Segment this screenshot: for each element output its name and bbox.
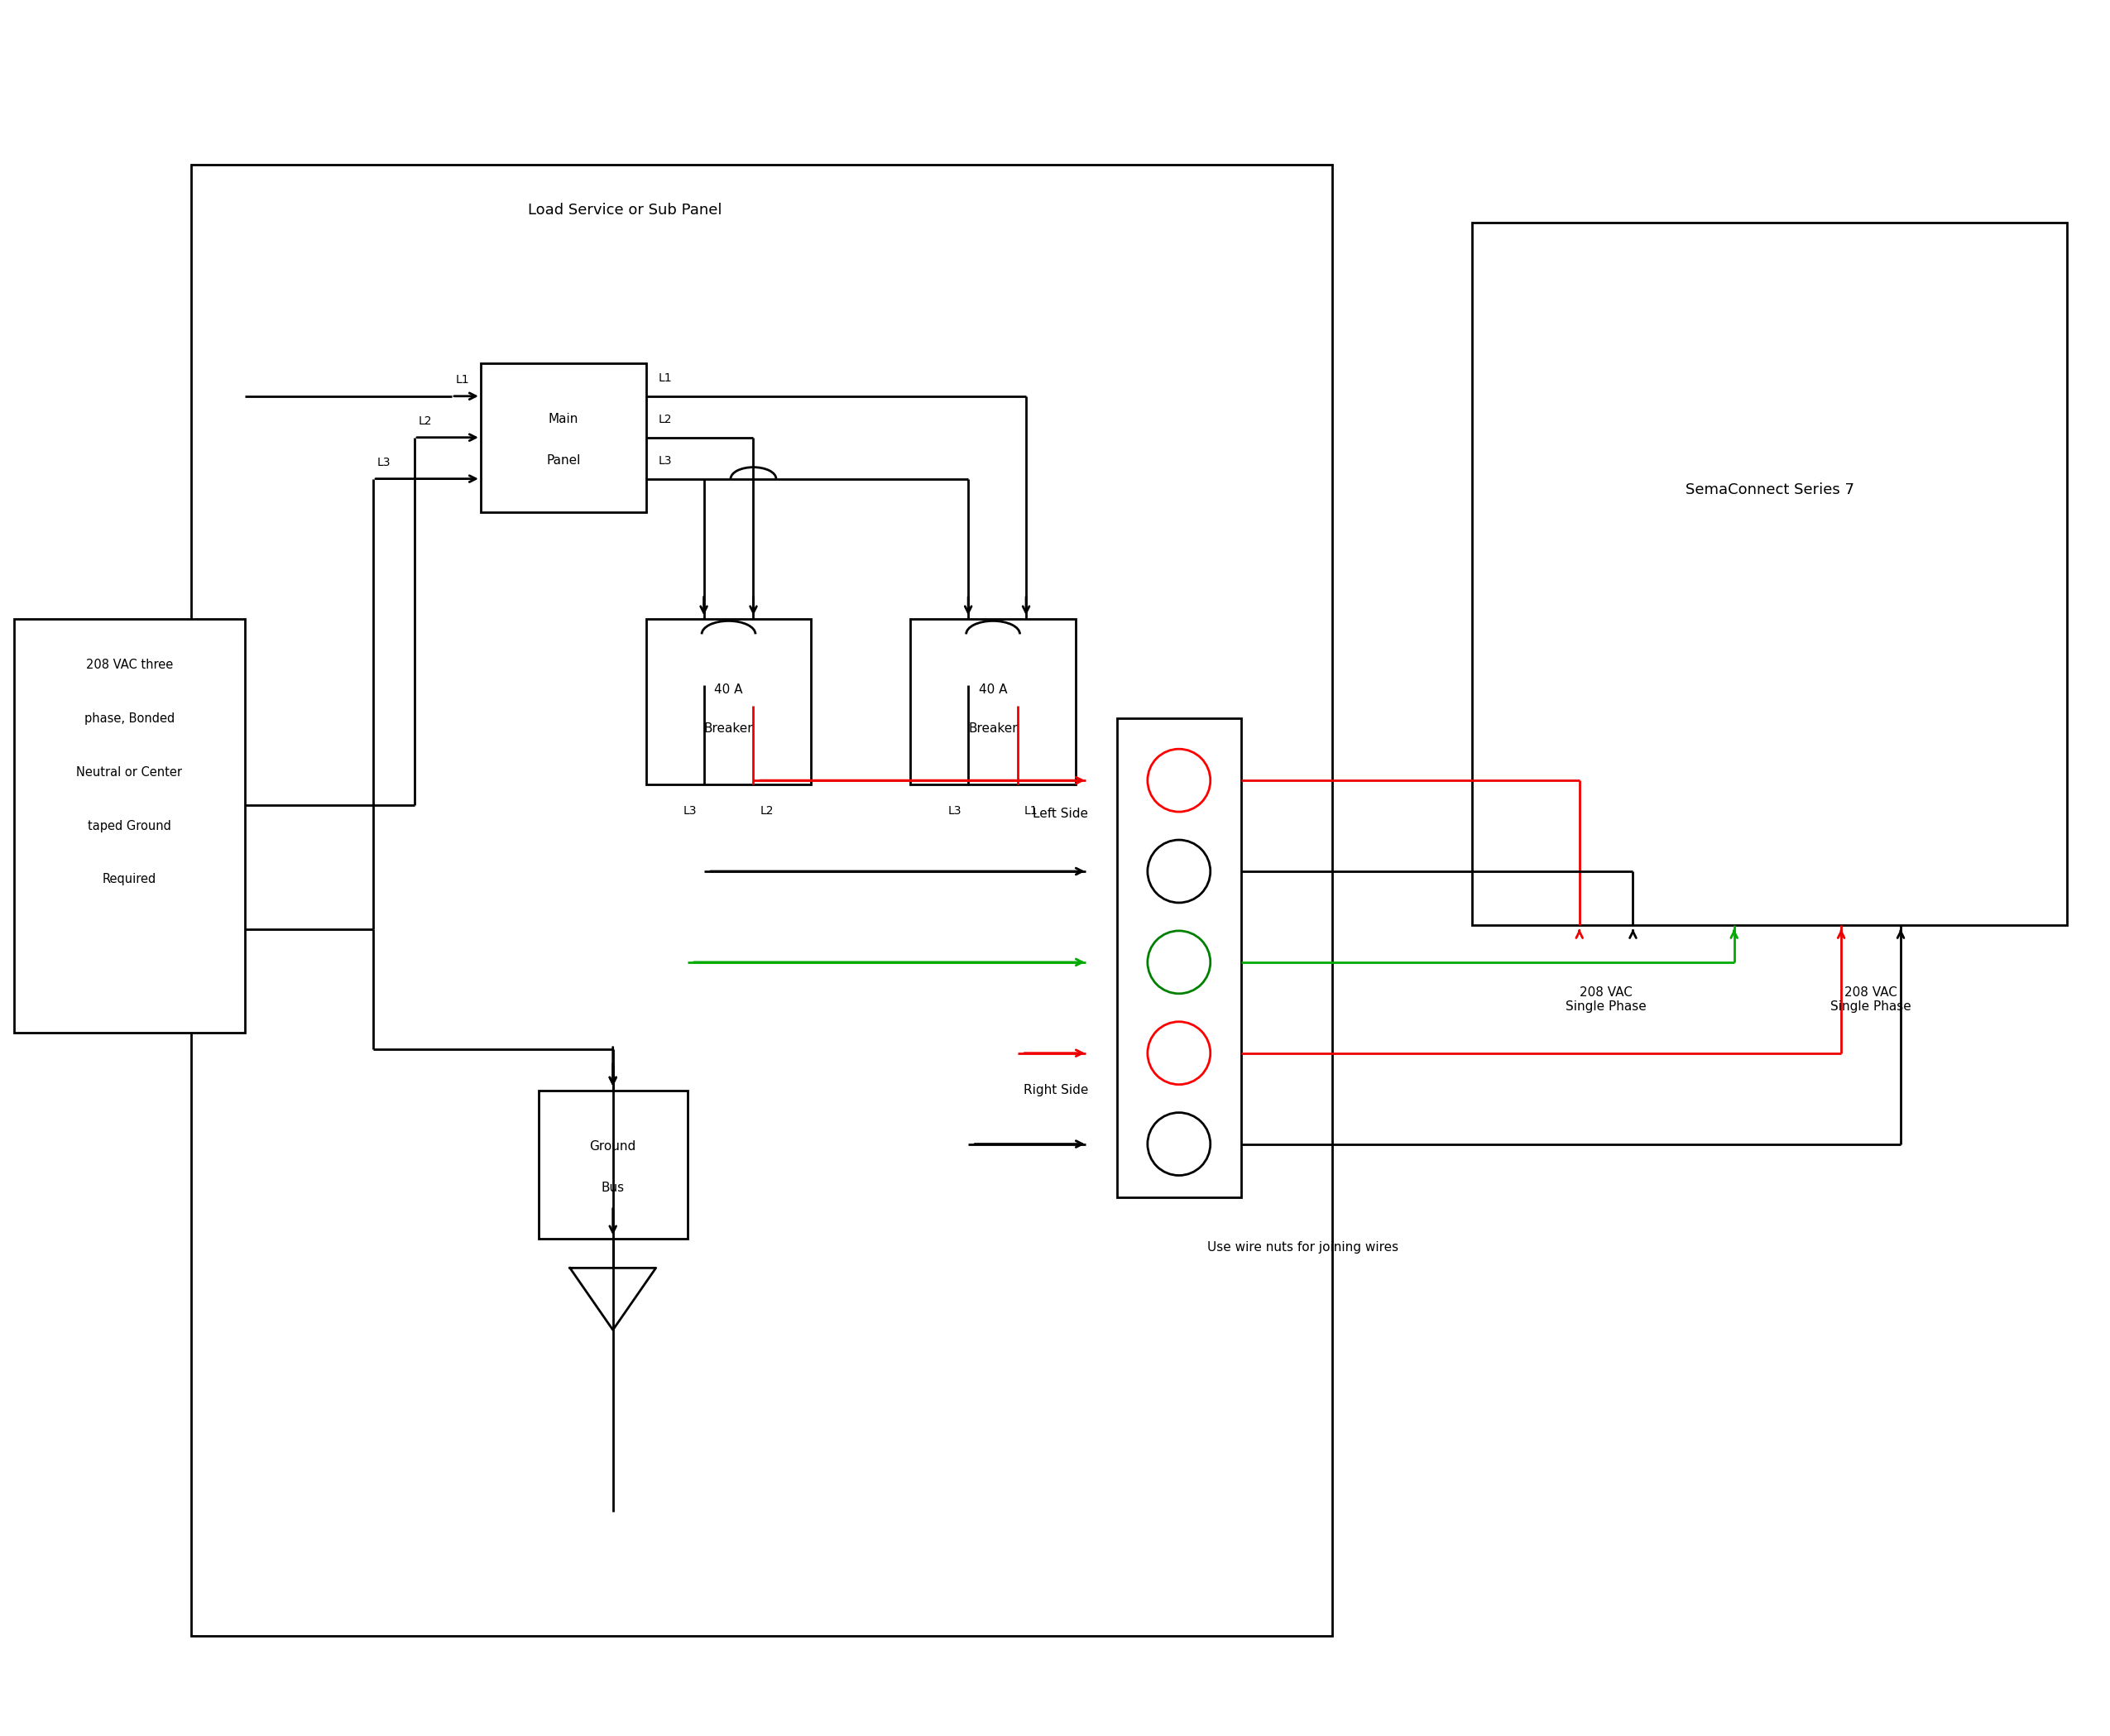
Text: 40 A: 40 A [715,684,743,696]
Text: L2: L2 [418,415,433,427]
Text: SemaConnect Series 7: SemaConnect Series 7 [1686,483,1855,496]
Text: Right Side: Right Side [1023,1083,1089,1097]
Text: L1: L1 [1025,806,1038,816]
Text: taped Ground: taped Ground [89,819,171,832]
Text: phase, Bonded: phase, Bonded [84,712,175,724]
Text: Bus: Bus [601,1182,625,1194]
Text: 40 A: 40 A [979,684,1006,696]
Text: L1: L1 [456,373,471,385]
Text: L1: L1 [658,372,673,384]
Text: Panel: Panel [546,455,580,467]
Text: Main: Main [549,413,578,425]
Bar [1473,222,2068,925]
Text: L3: L3 [378,457,390,469]
Text: L3: L3 [947,806,962,816]
Bar [909,620,1076,785]
Text: Neutral or Center: Neutral or Center [76,766,181,778]
Text: L3: L3 [684,806,696,816]
Bar [192,165,1331,1635]
Text: 208 VAC
Single Phase: 208 VAC Single Phase [1566,986,1646,1012]
Text: Load Service or Sub Panel: Load Service or Sub Panel [528,203,722,217]
Bar [15,620,245,1033]
Text: Left Side: Left Side [1032,807,1089,819]
Text: Required: Required [103,873,156,885]
Bar [481,363,646,512]
Bar [646,620,810,785]
Text: Use wire nuts for joining wires: Use wire nuts for joining wires [1207,1241,1399,1253]
Text: L3: L3 [658,455,671,467]
Text: L2: L2 [658,413,671,425]
Bar [538,1090,688,1240]
Text: Breaker: Breaker [705,722,753,734]
Text: Ground: Ground [589,1141,637,1153]
Text: Breaker: Breaker [968,722,1017,734]
Text: 208 VAC three: 208 VAC three [87,658,173,670]
Text: L2: L2 [760,806,774,816]
Bar [1116,719,1241,1198]
Text: 208 VAC
Single Phase: 208 VAC Single Phase [1831,986,1912,1012]
